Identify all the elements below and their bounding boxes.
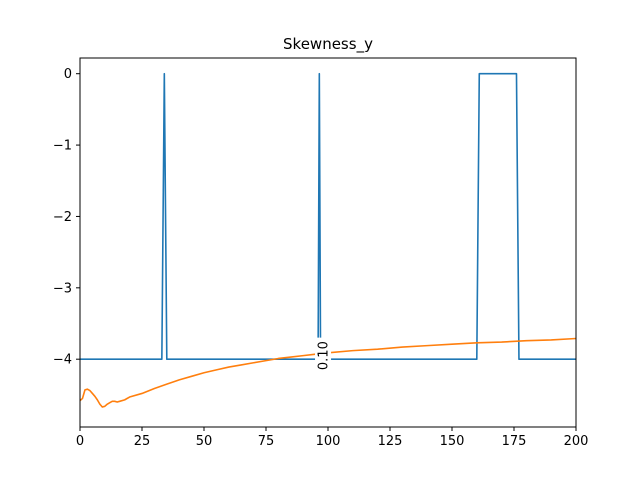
y-tick-label: 0 [64,67,72,82]
x-tick-label: 175 [502,434,527,449]
series-line-2 [80,337,576,408]
x-tick-label: 100 [316,434,341,449]
annotation-box [315,337,332,374]
annotation-text: 0.10 [317,341,332,370]
y-tick-label: −4 [53,353,72,368]
plot-area [80,72,576,408]
y-tick-label: −2 [53,210,72,225]
x-tick-label: 75 [258,434,275,449]
annotation-label: 0.10 [315,337,332,374]
annotation-layer: 0.10 [315,337,332,374]
axes: 0 25 50 75 100 125 150 175 200 0 −1 −2 −3 −4 [53,57,589,449]
series-line-1 [80,72,576,360]
x-tick-label: 150 [440,434,465,449]
y-tick-label: −3 [53,281,72,296]
x-tick-label: 50 [196,434,213,449]
x-tick-label: 0 [76,434,84,449]
x-tick-label: 200 [564,434,589,449]
chart-title: Skewness_y [283,35,373,54]
x-tick-label: 125 [378,434,403,449]
y-tick-label: −1 [53,139,72,154]
x-tick-label: 25 [134,434,151,449]
